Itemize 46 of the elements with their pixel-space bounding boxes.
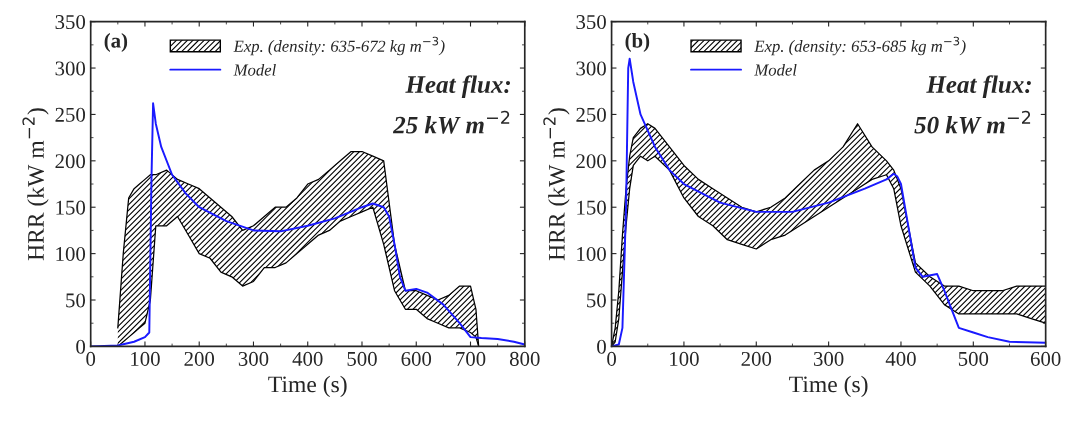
x-axis-title: Time (s)	[268, 375, 347, 398]
y-axis-title: HRR (kW m$^{−2}$)	[22, 108, 49, 261]
annotation: 25 kW m$^{−2}$	[392, 110, 510, 134]
y-tick-label: 150	[577, 200, 606, 215]
x-tick-label: 0	[607, 351, 616, 366]
annotation: (a)	[104, 33, 128, 52]
x-tick-label: 500	[347, 351, 377, 366]
x-tick-label: 0	[86, 351, 96, 366]
annotation: (b)	[625, 33, 650, 52]
legend-label: Exp. (density: 635-672 kg m$^{−3}$)	[233, 36, 445, 56]
y-tick-label: 0	[76, 339, 86, 354]
x-tick-label: 600	[401, 351, 432, 366]
y-tick-label: 200	[55, 154, 86, 169]
x-tick-label: 800	[509, 351, 540, 366]
legend-label: Model	[233, 63, 276, 76]
x-tick-label: 400	[292, 351, 323, 366]
y-tick-label: 350	[576, 15, 606, 30]
x-tick-label: 100	[131, 351, 160, 366]
x-tick-label: 400	[885, 351, 916, 366]
x-tick-label: 600	[1030, 351, 1061, 366]
x-axis-title: Time (s)	[789, 375, 868, 398]
y-tick-label: 250	[576, 107, 606, 122]
x-tick-label: 200	[741, 351, 772, 366]
y-tick-label: 350	[55, 15, 86, 30]
y-tick-label: 250	[55, 107, 86, 122]
x-tick-label: 300	[238, 351, 269, 366]
x-tick-label: 300	[813, 351, 844, 366]
y-tick-label: 300	[55, 61, 86, 76]
legend-label: Model	[754, 63, 797, 76]
y-tick-label: 200	[576, 154, 606, 169]
annotation: 50 kW m$^{−2}$	[914, 110, 1031, 134]
y-tick-label: 50	[66, 293, 86, 308]
y-tick-label: 300	[576, 61, 606, 76]
x-tick-label: 500	[958, 351, 989, 366]
y-tick-label: 50	[587, 293, 606, 308]
annotation: Heat flux:	[405, 75, 511, 99]
x-tick-label: 700	[456, 351, 486, 366]
legend-label: Exp. (density: 653-685 kg m$^{−3}$)	[754, 36, 966, 56]
y-axis-title: HRR (kW m$^{−2}$)	[543, 108, 570, 261]
y-tick-label: 100	[577, 246, 606, 262]
y-tick-label: 0	[597, 339, 606, 354]
x-tick-label: 200	[184, 351, 215, 366]
x-tick-label: 100	[670, 351, 699, 366]
y-tick-label: 100	[56, 246, 86, 262]
y-tick-label: 150	[56, 200, 86, 215]
annotation: Heat flux:	[926, 75, 1031, 99]
